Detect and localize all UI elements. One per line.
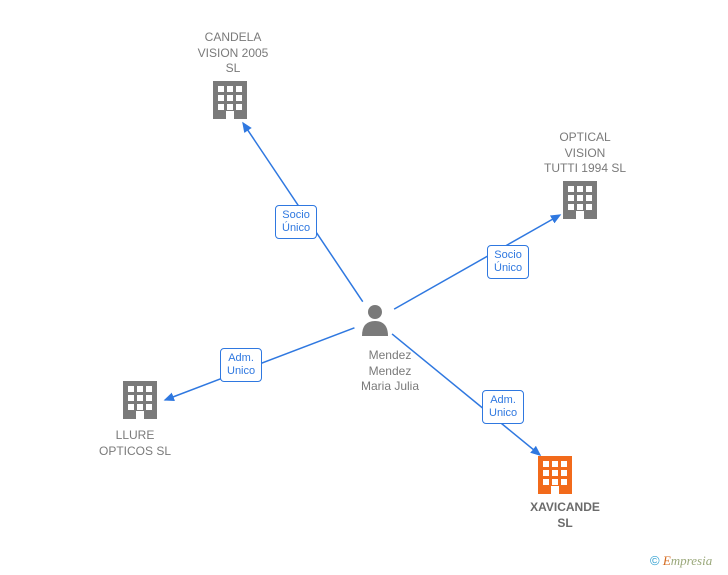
watermark: © Empresia: [650, 553, 712, 569]
edge-label-optical: Socio Único: [487, 245, 529, 279]
edge-optical: [394, 215, 560, 309]
person-label: Mendez Mendez Maria Julia: [350, 348, 430, 395]
building-icon-candela: [213, 81, 247, 119]
node-label-candela: CANDELA VISION 2005 SL: [188, 30, 278, 77]
diagram-svg: [0, 0, 728, 575]
building-icon-xavicande: [538, 456, 572, 494]
node-label-llure: LLURE OPTICOS SL: [90, 428, 180, 459]
building-icon-optical: [563, 181, 597, 219]
building-icon-llure: [123, 381, 157, 419]
edge-label-candela: Socio Único: [275, 205, 317, 239]
copyright-symbol: ©: [650, 553, 660, 568]
edge-label-llure: Adm. Unico: [220, 348, 262, 382]
node-label-xavicande: XAVICANDE SL: [520, 500, 610, 531]
person-icon: [362, 305, 388, 336]
node-label-optical: OPTICAL VISION TUTTI 1994 SL: [535, 130, 635, 177]
edge-label-xavicande: Adm. Unico: [482, 390, 524, 424]
watermark-cap: E: [663, 553, 671, 568]
watermark-rest: mpresia: [671, 553, 712, 568]
